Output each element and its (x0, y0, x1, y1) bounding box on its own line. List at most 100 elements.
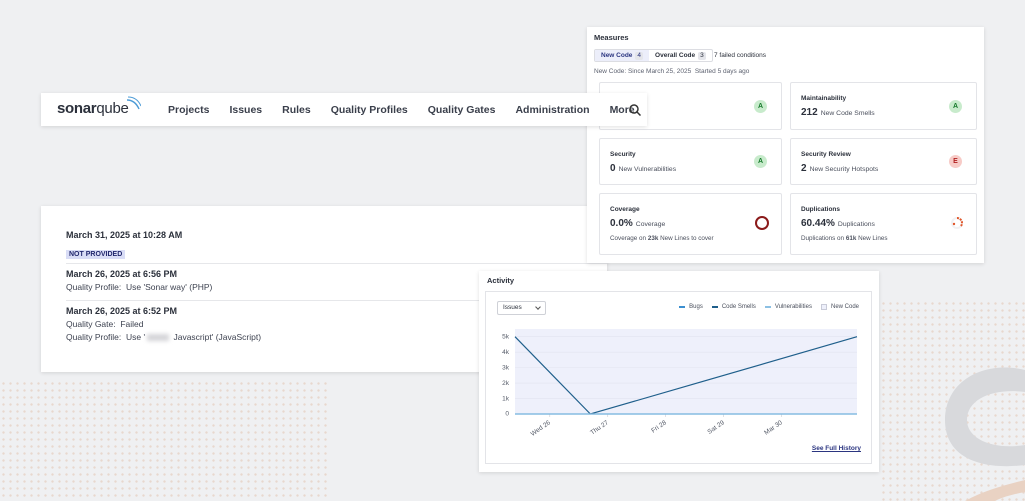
separator (66, 263, 607, 264)
background-logo (945, 367, 1025, 501)
nav-item[interactable]: Administration (515, 103, 590, 116)
value: 0.0% (610, 218, 633, 229)
legend-label: Code Smells (721, 304, 756, 310)
tab-count: 3 (698, 52, 706, 60)
legend-item[interactable]: Bugs (679, 304, 703, 310)
measure-card: Coverage 0.0% Coverage Coverage on 23k New … (599, 193, 782, 255)
legend-swatch (820, 304, 827, 310)
activity-title: Activity (487, 276, 515, 285)
sub-text: Duplications on (801, 235, 845, 242)
tab-count: 4 (635, 52, 644, 60)
x-tick-label: Wed 26 (530, 419, 553, 438)
legend-item[interactable]: Vulnerabilities (764, 304, 812, 310)
value-label[interactable]: New Security Hotspots (809, 166, 879, 173)
nav-item[interactable]: Quality Gates (427, 103, 496, 116)
event-line: Quality Profile: Use 'Sonar way' (PHP) (66, 282, 213, 292)
failed-conditions[interactable]: 7 failed conditions (714, 52, 767, 59)
full-history-link[interactable]: See Full History (811, 445, 861, 452)
separator (66, 300, 607, 301)
measure-title: Security Review (801, 151, 851, 158)
grade: A (754, 99, 767, 113)
measure-value: 2 New Security Hotspots (801, 163, 878, 174)
event-date: March 31, 2025 at 10:28 AM (66, 230, 183, 240)
tab[interactable]: Overall Code 3 (649, 50, 712, 61)
tab-label: Overall Code (655, 52, 696, 59)
measure-title: Coverage (610, 206, 640, 213)
search-icon[interactable] (629, 104, 641, 116)
activity-panel (485, 291, 872, 464)
value-label[interactable]: New Vulnerabilities (618, 166, 677, 173)
nav-item[interactable]: Issues (229, 103, 263, 116)
measure-value: 0.0% Coverage (610, 218, 665, 229)
value-label[interactable]: New Code Smells (820, 110, 875, 117)
value-label[interactable]: Duplications (837, 221, 875, 228)
nav-bar: sonarqube Projects Issues Rules Quality Pro… (41, 93, 647, 126)
y-tick-label: 4k (502, 349, 510, 356)
measure-value: 212 New Code Smells (801, 107, 875, 118)
event-line: Quality Gate: Failed (66, 319, 144, 329)
measure-card: Maintainability 212 New Code Smells A (790, 82, 977, 130)
tab[interactable]: New Code 4 (595, 50, 650, 61)
nav-items: Projects Issues Rules Quality Profiles Quali… (168, 93, 635, 126)
value-label[interactable]: Coverage (635, 221, 666, 228)
measures-card: Measures New Code 4 Overall Code 3 7 failed… (587, 27, 984, 263)
logo[interactable]: sonarqube (57, 96, 141, 117)
sub-text: Coverage on (610, 235, 647, 242)
event-date: March 26, 2025 at 6:56 PM (66, 269, 178, 279)
event-text: Quality Profile: Use ' (66, 332, 146, 342)
sub-text: New Lines (858, 235, 888, 242)
measure-sub: Coverage on 23k New Lines to cover (610, 235, 714, 242)
x-tick-label: Sat 29 (706, 419, 726, 436)
x-tick-label: Fri 28 (650, 419, 668, 434)
legend-item[interactable]: Code Smells (711, 304, 756, 310)
legend-label: New Code (830, 304, 859, 310)
nav-item[interactable]: Projects (168, 103, 210, 116)
legend-label: Bugs (689, 304, 703, 310)
measure-title: Maintainability (801, 95, 847, 102)
measures-title: Measures (594, 33, 629, 42)
legend-swatch (764, 306, 771, 308)
y-tick-label: 1k (502, 395, 510, 402)
nav-item[interactable]: More (609, 103, 635, 116)
measure-title: Duplications (801, 206, 841, 213)
icon (949, 215, 965, 233)
background-dots (0, 380, 330, 501)
measure-title: Security (610, 151, 636, 158)
value: 0 (610, 163, 616, 174)
nav-item[interactable]: Rules (282, 103, 311, 116)
measure-card: Security Review 2 New Security Hotspots E (790, 138, 977, 185)
value: 60.44% (801, 218, 835, 229)
sub-value: 23k (647, 235, 659, 242)
nav-item[interactable]: Quality Profiles (330, 103, 408, 116)
new-code-period: New Code: Since March 25, 2025 Started 5… (594, 68, 749, 75)
x-tick-label: Thu 27 (589, 419, 610, 437)
y-tick-label: 2k (502, 380, 510, 387)
activity-chart: 0 1k 2k 3k 4k 5k Wed 26 Thu 27 Fri 28 Sat 29 Mar 3… (502, 329, 858, 438)
measure-card: Duplications 60.44% Duplications Duplicatio… (790, 193, 977, 255)
tabs: New Code 4 Overall Code 3 (594, 49, 713, 62)
event-text: Javascript' (JavaScript) (171, 332, 262, 342)
period: New Code: Since March 25, 2025 (594, 68, 692, 75)
redacted (147, 334, 170, 342)
legend-swatch (679, 306, 686, 308)
legend-item[interactable]: New Code (820, 304, 859, 310)
measure-value: 60.44% Duplications (801, 218, 875, 229)
metric-select[interactable]: Issues (497, 301, 546, 315)
y-tick-label: 0 (505, 411, 509, 418)
badge: NOT PROVIDED (66, 250, 126, 259)
legend-swatch (711, 306, 718, 308)
logo-waves (126, 96, 141, 110)
value: 2 (801, 163, 807, 174)
new-code-area (515, 329, 857, 414)
activity-card: Activity 0 1k 2k 3k 4k 5k Wed 26 Thu 27 Fri 28 Sa… (479, 271, 879, 472)
legend-label: Vulnerabilities (774, 304, 812, 310)
y-tick-label: 5k (502, 333, 510, 340)
sub-text: New Lines to cover (660, 235, 714, 242)
tab-label: New Code (601, 52, 633, 59)
measure-sub: Duplications on 61k New Lines (801, 235, 887, 242)
grade: A (949, 99, 962, 113)
event: March 31, 2025 at 10:28 AM NOT PROVIDED (66, 230, 582, 261)
icon (754, 215, 770, 233)
event: March 26, 2025 at 6:52 PM Quality Gate: F… (66, 306, 582, 345)
